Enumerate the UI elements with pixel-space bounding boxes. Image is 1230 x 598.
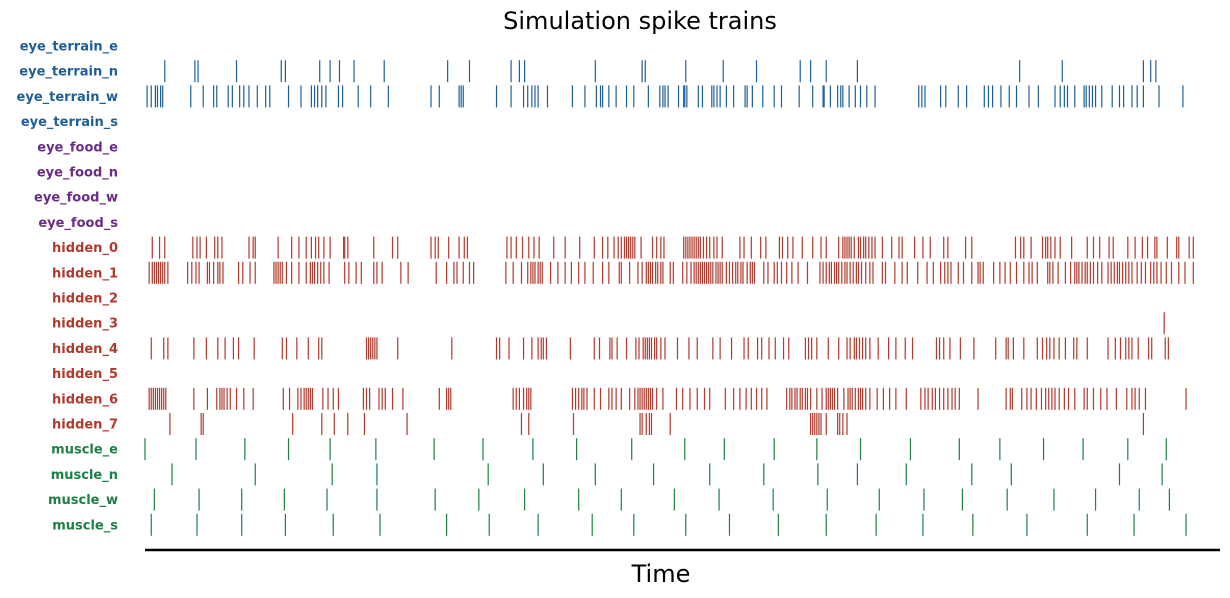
row-label: eye_terrain_w bbox=[17, 90, 118, 105]
row-label: eye_food_s bbox=[38, 216, 118, 231]
row-label: eye_terrain_e bbox=[20, 40, 118, 55]
row-label: hidden_1 bbox=[52, 266, 118, 281]
row-label: hidden_5 bbox=[52, 367, 118, 382]
row-label: eye_food_n bbox=[37, 166, 118, 181]
spike-row-eye_food_s: eye_food_s bbox=[38, 216, 118, 231]
row-label: muscle_w bbox=[48, 493, 118, 508]
row-label: hidden_4 bbox=[52, 342, 118, 357]
spike-row-hidden_7: hidden_7 bbox=[52, 413, 1145, 435]
row-label: hidden_2 bbox=[52, 292, 118, 307]
spike-row-muscle_w: muscle_w bbox=[48, 488, 1171, 511]
row-label: muscle_e bbox=[51, 443, 118, 458]
row-label: eye_food_w bbox=[34, 191, 118, 206]
spike-rows: eye_terrain_e eye_terrain_n eye_terrain_we… bbox=[17, 40, 1194, 536]
spike-row-eye_food_e: eye_food_e bbox=[37, 140, 118, 155]
x-axis-label: Time bbox=[631, 560, 691, 588]
row-label: eye_terrain_s bbox=[21, 115, 118, 130]
row-label: muscle_n bbox=[51, 468, 118, 483]
spike-row-hidden_1: hidden_1 bbox=[52, 261, 1194, 284]
row-label: hidden_3 bbox=[52, 317, 118, 332]
spike-row-muscle_e: muscle_e bbox=[51, 438, 1167, 461]
spike-row-hidden_2: hidden_2 bbox=[52, 292, 118, 307]
spike-row-muscle_s: muscle_s bbox=[52, 513, 1187, 536]
spike-row-hidden_6: hidden_6 bbox=[52, 387, 1187, 410]
spike-row-hidden_4: hidden_4 bbox=[52, 337, 1169, 360]
spike-row-eye_terrain_w: eye_terrain_w bbox=[17, 85, 1184, 108]
chart-title: Simulation spike trains bbox=[503, 7, 777, 35]
row-label: hidden_0 bbox=[52, 241, 118, 256]
spike-row-eye_food_w: eye_food_w bbox=[34, 191, 118, 206]
row-label: eye_terrain_n bbox=[19, 65, 118, 80]
spike-row-hidden_5: hidden_5 bbox=[52, 367, 118, 382]
spike-row-hidden_0: hidden_0 bbox=[52, 236, 1194, 259]
row-label: eye_food_e bbox=[37, 140, 118, 155]
row-label: hidden_6 bbox=[52, 392, 118, 407]
spike-row-eye_food_n: eye_food_n bbox=[37, 166, 118, 181]
spike-row-eye_terrain_n: eye_terrain_n bbox=[19, 60, 1157, 83]
spike-row-hidden_3: hidden_3 bbox=[52, 312, 1165, 335]
spike-row-eye_terrain_e: eye_terrain_e bbox=[20, 40, 118, 55]
spike-row-muscle_n: muscle_n bbox=[51, 463, 1163, 486]
row-label: muscle_s bbox=[52, 518, 118, 533]
spike-row-eye_terrain_s: eye_terrain_s bbox=[21, 115, 118, 130]
row-label: hidden_7 bbox=[52, 418, 118, 433]
